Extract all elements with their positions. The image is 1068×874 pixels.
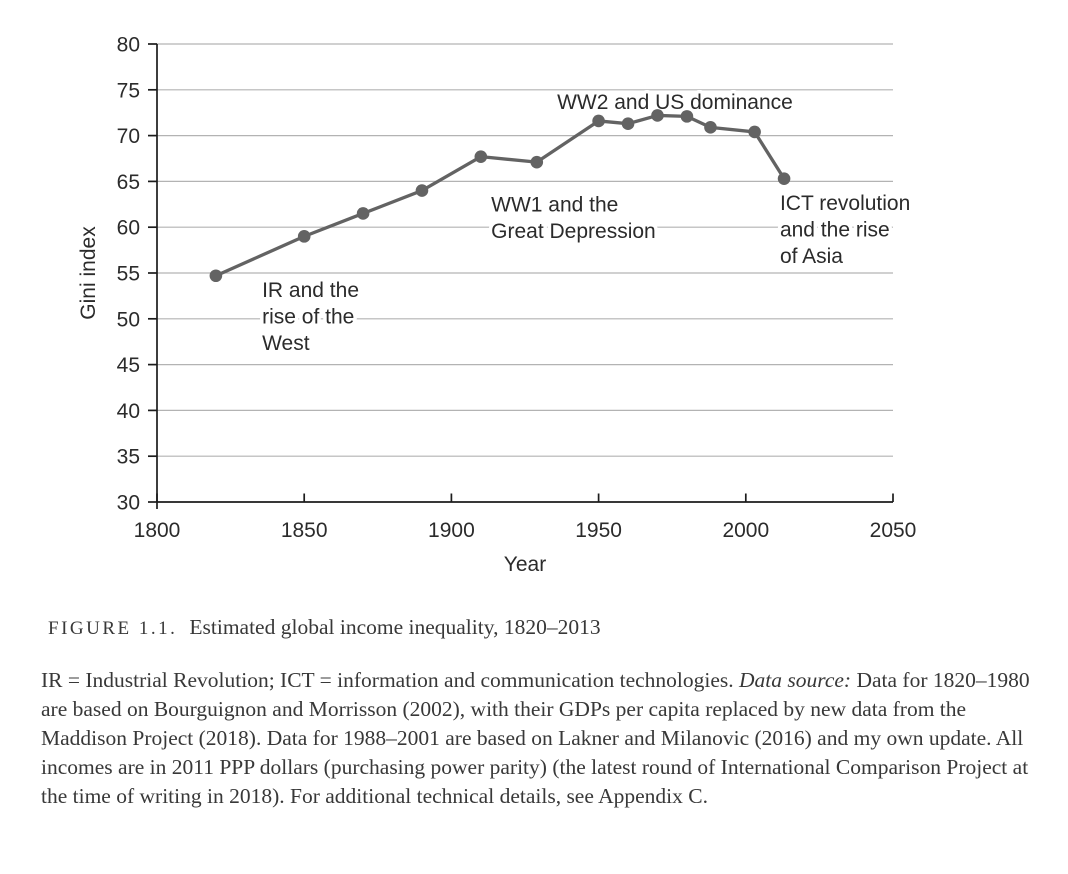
- note-data-source-label: Data source:: [739, 668, 852, 692]
- axes: [148, 43, 894, 509]
- data-point: [297, 230, 311, 243]
- data-point: [415, 184, 429, 197]
- y-tick-label: 30: [117, 492, 140, 515]
- y-tick-label: 80: [117, 34, 140, 57]
- figure-note: IR = Industrial Revolution; ICT = inform…: [41, 666, 1031, 811]
- data-point: [777, 172, 791, 185]
- figure-caption-label: FIGURE 1.1.: [48, 618, 178, 639]
- figure-caption-title: Estimated global income inequality, 1820…: [189, 615, 601, 639]
- annotation-ict-rise-of-asia: ICT revolution and the rise of Asia: [780, 192, 910, 268]
- tick-labels: 30 35 40 45 50 55 60 65 70 75 80 1800 1850 1900 1950 20…: [117, 34, 917, 543]
- y-tick-label: 75: [117, 79, 140, 102]
- x-tick-label: 2000: [722, 519, 769, 542]
- data-point: [474, 150, 488, 163]
- data-point: [680, 110, 694, 123]
- y-tick-label: 55: [117, 263, 140, 286]
- data-point: [530, 155, 544, 169]
- data-points: [209, 109, 791, 283]
- note-sources: Data for 1820–1980 are based on Bourguig…: [41, 668, 1030, 808]
- y-tick-label: 35: [117, 446, 140, 469]
- note-definitions: IR = Industrial Revolution; ICT = inform…: [41, 668, 740, 692]
- x-axis-title: Year: [504, 553, 546, 576]
- annotation-ir-west: IR and the rise of the West: [262, 279, 359, 355]
- y-tick-label: 70: [117, 125, 140, 148]
- data-point: [209, 269, 223, 283]
- data-point: [704, 121, 717, 134]
- book-page: IR and the rise of the West WW1 and the Grea…: [41, 34, 1068, 811]
- x-tick-label: 1850: [281, 519, 328, 542]
- y-tick-label: 50: [117, 308, 140, 331]
- annotations: IR and the rise of the West WW1 and the Grea…: [259, 88, 914, 359]
- gini-line-chart: IR and the rise of the West WW1 and the Grea…: [77, 34, 917, 577]
- data-point: [651, 109, 664, 122]
- x-tick-label: 1900: [428, 519, 475, 542]
- annotation-ww2-us-dominance: WW2 and US dominance: [557, 91, 793, 114]
- data-point: [621, 117, 635, 130]
- annotation-ww1-great-depression: WW1 and the Great Depression: [491, 194, 656, 244]
- data-point: [748, 125, 761, 139]
- figure-caption: FIGURE 1.1. Estimated global income inequ…: [48, 612, 1068, 645]
- y-tick-label: 60: [117, 217, 140, 240]
- y-tick-label: 40: [117, 400, 140, 423]
- x-tick-label: 2050: [870, 519, 917, 542]
- grid-lines: [157, 43, 893, 457]
- y-axis-title: Gini index: [77, 226, 100, 320]
- y-tick-label: 65: [117, 171, 140, 194]
- data-point: [592, 114, 605, 128]
- data-point: [356, 207, 370, 220]
- y-tick-label: 45: [117, 354, 140, 377]
- x-tick-label: 1800: [134, 519, 181, 542]
- x-tick-label: 1950: [575, 519, 622, 542]
